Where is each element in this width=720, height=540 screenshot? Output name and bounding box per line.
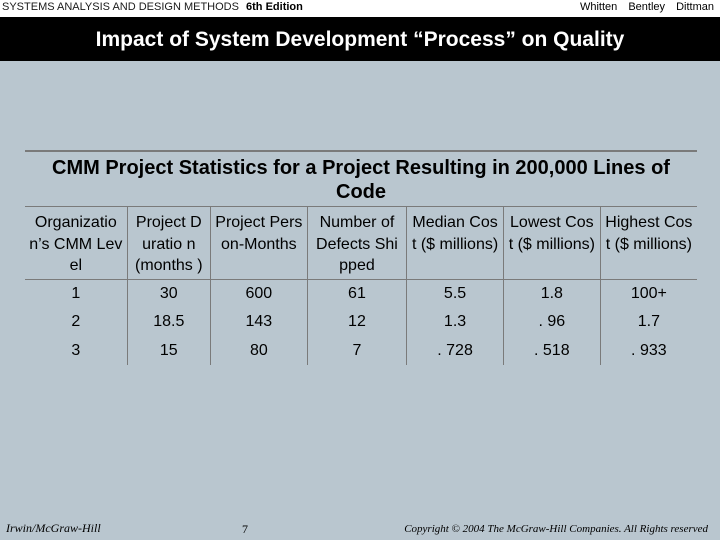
author-name: Bentley [628, 1, 666, 13]
table-cell: 2 [71, 313, 81, 331]
author-name: Whitten [579, 1, 618, 13]
copyright-notice: Copyright © 2004 The McGraw-Hill Compani… [404, 523, 708, 535]
table-header-row: Organizatio n’s CMM Level Project Durati… [25, 207, 697, 279]
table-cell: 30 [126, 278, 211, 308]
table-title: CMM Project Statistics for a Project Res… [25, 152, 697, 207]
table-row: 2 18.5 143 12 1.3 . 96 1.7 [25, 308, 697, 337]
column-header-highest-cost: Highest Cost ($ millions) [599, 207, 697, 279]
slide-footer: Irwin/McGraw-Hill 7 Copyright © 2004 The… [0, 520, 720, 540]
column-header-cmm-level: Organizatio n’s CMM Level [29, 214, 123, 274]
column-header-duration: Project Duratio n (months ) [126, 207, 211, 279]
book-title: SYSTEMS ANALYSIS AND DESIGN METHODS [2, 1, 239, 13]
table-cell: 80 [209, 336, 308, 365]
slide-title-bar: Impact of System Development “Process” o… [0, 17, 720, 61]
book-info: SYSTEMS ANALYSIS AND DESIGN METHODS 6th … [2, 1, 303, 13]
table-cell: 5.5 [406, 278, 504, 308]
table-row: 1 30 600 61 5.5 1.8 100+ [25, 278, 697, 308]
table-cell: 1.8 [502, 278, 601, 308]
page-number: 7 [242, 522, 248, 536]
table-cell: 1.7 [599, 308, 697, 337]
column-header-lowest-cost: Lowest Cost ($ millions) [502, 207, 601, 279]
table-cell: . 933 [599, 336, 697, 365]
table-cell: . 728 [406, 336, 504, 365]
table-cell: 61 [306, 278, 407, 308]
table-cell: . 518 [502, 336, 601, 365]
table-cell: . 96 [502, 308, 601, 337]
column-header-defects: Number of Defects Shipped [306, 207, 407, 279]
table-cell: 143 [209, 308, 308, 337]
table-cell: 600 [209, 278, 308, 308]
table-row: 3 15 80 7 . 728 . 518 . 933 [25, 336, 697, 365]
publisher-label: Irwin/McGraw-Hill [6, 521, 101, 535]
table-cell: 100+ [599, 278, 697, 308]
table-cell: 3 [71, 341, 81, 359]
table-cell: 15 [126, 336, 211, 365]
table-cell: 18.5 [126, 308, 211, 337]
author-name: Dittman [676, 1, 714, 13]
statistics-grid: Organizatio n’s CMM Level Project Durati… [25, 207, 697, 365]
slide-title: Impact of System Development “Process” o… [95, 28, 625, 51]
edition-label: 6th Edition [246, 1, 303, 13]
column-header-person-months: Project Person-Months [209, 207, 308, 279]
running-header: SYSTEMS ANALYSIS AND DESIGN METHODS 6th … [0, 0, 720, 17]
column-header-median-cost: Median Cost ($ millions) [406, 207, 504, 279]
table-cell: 1 [25, 278, 128, 308]
cmm-statistics-table: CMM Project Statistics for a Project Res… [25, 150, 697, 365]
author-list: Whitten Bentley Dittman [572, 1, 714, 13]
table-cell: 7 [306, 336, 407, 365]
table-cell: 12 [306, 308, 407, 337]
table-cell: 1.3 [406, 308, 504, 337]
